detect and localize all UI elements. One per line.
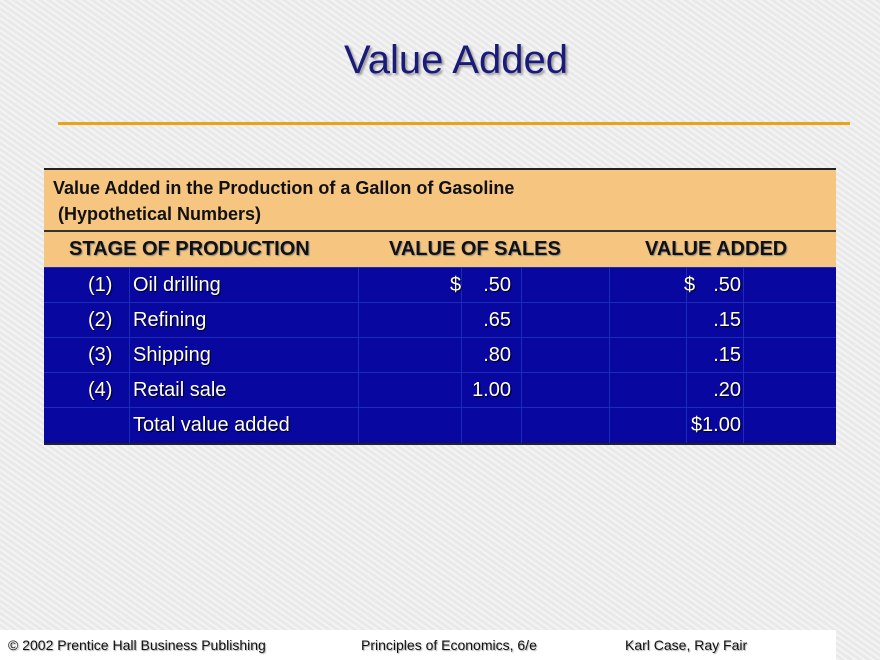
row-added: .50 [713, 274, 741, 296]
footer: © 2002 Prentice Hall Business Publishing… [0, 630, 836, 660]
row-sales: .50 [483, 274, 511, 296]
caption-line-1: Value Added in the Production of a Gallo… [53, 178, 515, 198]
column-divider [358, 267, 359, 443]
row-stage: Retail sale [133, 379, 227, 401]
table-body [44, 267, 836, 443]
column-divider [743, 267, 744, 443]
table-row-total: Total value added $1.00 [44, 407, 836, 443]
footer-authors: Karl Case, Ray Fair [625, 637, 748, 653]
row-stage: Refining [133, 309, 207, 331]
row-number: (4) [88, 379, 113, 401]
value-added-table: Value Added in the Production of a Gallo… [44, 168, 836, 445]
column-divider [609, 267, 610, 443]
row-number: (3) [88, 344, 113, 366]
row-stage: Oil drilling [133, 274, 221, 296]
row-added: .15 [713, 344, 741, 366]
slide-title: Value Added [344, 38, 568, 82]
table-header: STAGE OF PRODUCTION VALUE OF SALES VALUE… [44, 232, 836, 267]
table-caption: Value Added in the Production of a Gallo… [44, 170, 836, 232]
header-stage: STAGE OF PRODUCTION [69, 238, 310, 260]
table-row: (4) Retail sale 1.00 .20 [44, 372, 836, 408]
column-divider [461, 267, 462, 443]
column-divider [129, 267, 130, 443]
caption-line-2: (Hypothetical Numbers) [58, 204, 262, 224]
row-added: $1.00 [690, 414, 741, 436]
column-divider [686, 267, 687, 443]
row-sales: 1.00 [472, 379, 511, 401]
row-stage: Total value added [133, 414, 290, 436]
title-divider [58, 122, 850, 125]
footer-copyright: © 2002 Prentice Hall Business Publishing [8, 637, 266, 653]
table-row: (2) Refining .65 .15 [44, 302, 836, 338]
row-sales-sign: $ [450, 274, 462, 296]
row-sales: .80 [483, 344, 511, 366]
footer-book: Principles of Economics, 6/e [361, 637, 537, 653]
table-row: (3) Shipping .80 .15 [44, 337, 836, 373]
row-added: .15 [713, 309, 741, 331]
row-sales: .65 [483, 309, 511, 331]
row-number: (2) [88, 309, 113, 331]
table-row: (1) Oil drilling $ .50 $ .50 [44, 267, 836, 303]
row-number: (1) [88, 274, 113, 296]
row-added-sign: $ [684, 274, 696, 296]
column-divider [521, 267, 522, 443]
row-added: .20 [713, 379, 741, 401]
header-value-of-sales: VALUE OF SALES [389, 238, 561, 260]
header-value-added: VALUE ADDED [645, 238, 788, 260]
row-stage: Shipping [133, 344, 211, 366]
